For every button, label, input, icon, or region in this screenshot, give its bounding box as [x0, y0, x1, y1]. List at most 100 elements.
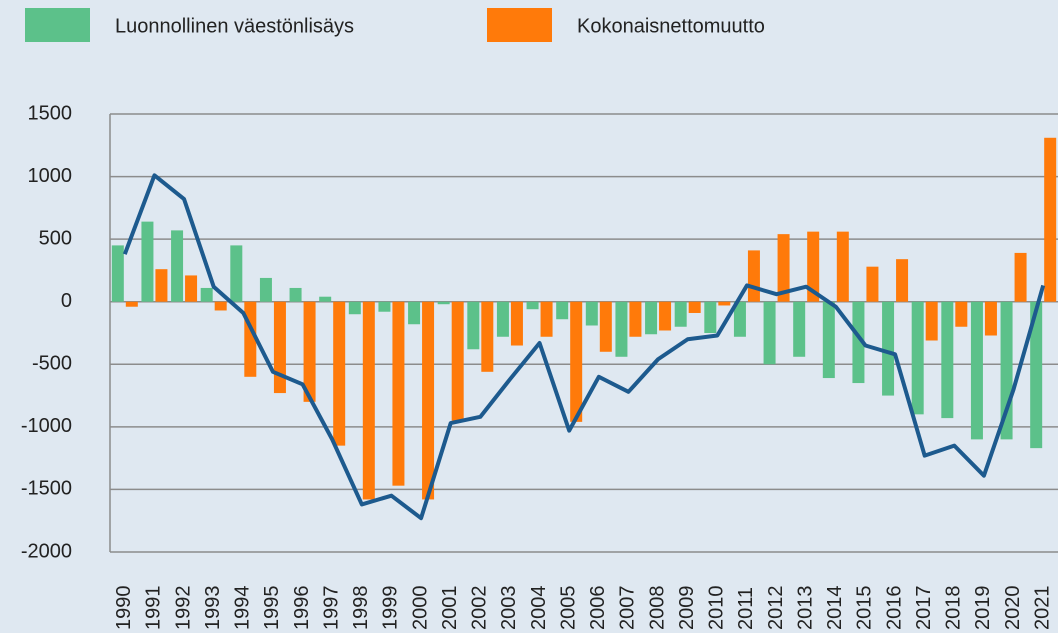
bar: [125, 301, 138, 307]
bar: [111, 245, 124, 302]
bar: [747, 250, 760, 302]
x-tick-label: 2010: [706, 586, 728, 631]
x-tick-label: 2001: [439, 586, 461, 631]
bar: [540, 301, 553, 337]
bar: [348, 301, 361, 315]
bar: [556, 301, 569, 320]
y-tick-label: 500: [39, 227, 72, 249]
bar: [467, 301, 480, 350]
x-tick-label: 2015: [854, 586, 876, 631]
x-tick-label: 2006: [587, 586, 609, 631]
bar: [866, 266, 879, 302]
bar: [570, 301, 583, 422]
bar: [1014, 252, 1027, 302]
bar: [984, 301, 997, 336]
x-tick-label: 2009: [676, 586, 698, 631]
bar: [688, 301, 701, 313]
bar: [422, 301, 435, 500]
bar: [362, 301, 375, 500]
bar: [526, 301, 539, 310]
x-tick-label: 2011: [735, 587, 757, 630]
bar: [319, 296, 332, 302]
bar: [451, 301, 464, 421]
bar: [970, 301, 983, 440]
bar: [807, 231, 820, 302]
bar: [777, 234, 790, 302]
legend-swatch: [25, 8, 90, 42]
bar: [171, 230, 184, 302]
x-tick-label: 1992: [172, 586, 194, 631]
bar: [510, 301, 523, 346]
bar: [955, 301, 968, 327]
bar: [793, 301, 806, 357]
bar: [214, 301, 227, 311]
x-tick-label: 2019: [972, 586, 994, 631]
y-tick-label: 0: [61, 290, 72, 312]
legend-label: Kokonaisnettomuutto: [577, 15, 765, 37]
bar: [599, 301, 612, 352]
bar: [733, 301, 746, 337]
x-tick-label: 1996: [291, 586, 313, 631]
bar: [333, 301, 346, 446]
y-tick-label: 1000: [28, 165, 73, 187]
bar: [896, 259, 909, 302]
bar: [615, 301, 628, 357]
y-tick-label: 1500: [28, 102, 73, 124]
x-tick-label: 1995: [261, 586, 283, 631]
bar: [185, 275, 198, 302]
bar: [674, 301, 687, 327]
x-tick-label: 2017: [913, 586, 935, 631]
legend-label: Luonnollinen väestönlisäys: [115, 15, 354, 37]
x-tick-label: 2020: [1002, 586, 1024, 631]
x-tick-label: 2021: [1031, 586, 1053, 631]
x-tick-label: 2013: [794, 586, 816, 631]
x-tick-label: 2000: [409, 586, 431, 631]
bar: [1044, 137, 1057, 302]
bar: [141, 221, 154, 302]
bar: [408, 301, 421, 325]
x-tick-label: 2005: [557, 586, 579, 631]
legend-swatch: [487, 8, 552, 42]
bar: [378, 301, 391, 312]
y-tick-label: -500: [32, 353, 72, 375]
bar: [659, 301, 672, 331]
bar: [273, 301, 286, 394]
y-tick-label: -2000: [21, 540, 72, 562]
line: [122, 173, 1046, 521]
bar: [882, 301, 895, 396]
x-tick-label: 1993: [202, 586, 224, 631]
bar: [645, 301, 658, 335]
bar: [763, 301, 776, 365]
bar: [941, 301, 954, 419]
x-tick-label: 1998: [350, 586, 372, 631]
x-tick-label: 2002: [469, 586, 491, 631]
y-tick-label: -1000: [21, 415, 72, 437]
bar: [200, 287, 213, 302]
bar: [852, 301, 865, 384]
y-tick-label: -1500: [21, 478, 72, 500]
bar: [303, 301, 316, 402]
bar: [392, 301, 405, 486]
x-tick-label: 1990: [113, 586, 135, 631]
x-tick-label: 1991: [143, 586, 165, 631]
bar: [496, 301, 509, 337]
x-tick-label: 2018: [943, 586, 965, 631]
x-tick-label: 2016: [883, 586, 905, 631]
bar: [822, 301, 835, 379]
x-tick-label: 2012: [765, 586, 787, 631]
bar: [911, 301, 924, 415]
bar: [718, 301, 731, 306]
x-tick-label: 2007: [617, 586, 639, 631]
bar: [259, 277, 272, 302]
x-tick-label: 1999: [380, 586, 402, 631]
bar: [437, 301, 450, 305]
bar: [836, 231, 849, 302]
x-tick-label: 2003: [498, 586, 520, 631]
bar: [629, 301, 642, 337]
bar: [155, 269, 168, 302]
bar: [704, 301, 717, 333]
bar: [230, 245, 243, 302]
x-tick-label: 1994: [232, 586, 254, 631]
